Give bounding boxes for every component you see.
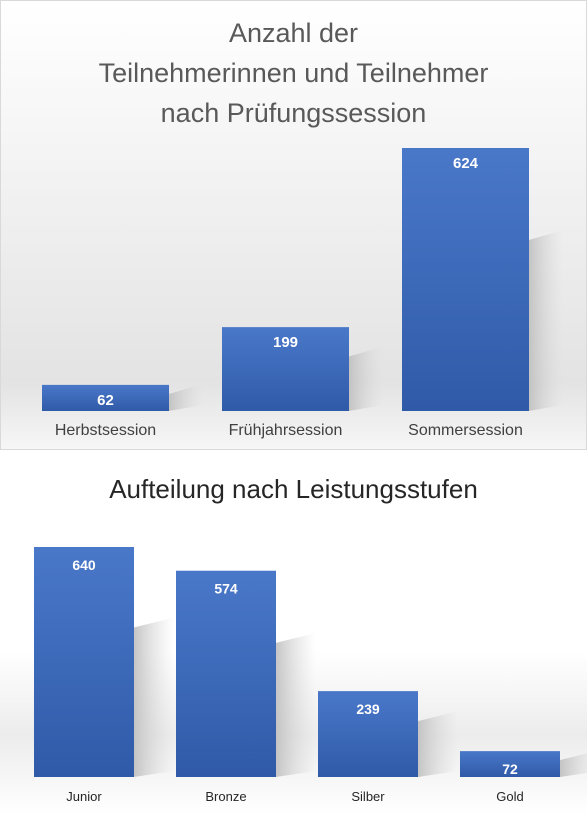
category-label-fr-hjahrsession: Frühjahrsession [229,422,343,439]
category-label-herbstsession: Herbstsession [55,422,156,439]
bar-herbstsession [42,384,169,411]
chart-title-levels: Aufteilung nach Leistungsstufen [109,474,478,504]
bar-shadow [560,753,587,777]
data-label-herbstsession: 62 [97,392,114,409]
bar-bronze [176,570,276,777]
bar-shadow [276,632,316,777]
bar-silber [318,691,418,777]
bar-shadow [169,384,203,411]
chart-sessions: 62 Herbstsession 199 Frühjahrsession 624 Somm… [42,148,563,439]
category-label-bronze: Bronze [205,789,246,804]
category-label-gold: Gold [496,789,523,804]
chart-levels: 640 Junior 574 Bronze 239 Silber 72 Gold [34,547,587,804]
bar-gold [460,751,560,777]
data-label-fr-hjahrsession: 199 [273,334,298,351]
category-label-silber: Silber [351,789,385,804]
data-label-sommersession: 624 [453,155,479,172]
category-label-junior: Junior [66,789,102,804]
data-label-silber: 239 [356,701,380,717]
bar-shadow [418,711,458,777]
bar-junior [34,547,134,777]
bar-fr-hjahrsession [222,327,349,411]
chart-panel-sessions: Anzahl der Teilnehmerinnen und Teilnehme… [0,0,587,450]
bar-shadow [529,230,563,411]
bar-shadow [349,346,383,411]
category-label-sommersession: Sommersession [408,422,523,439]
data-label-gold: 72 [502,761,518,777]
chart-panel-levels: Aufteilung nach Leistungsstufen 640 Junio… [0,455,587,814]
chart-title-sessions: Anzahl der Teilnehmerinnen und Teilnehme… [98,18,489,128]
data-label-bronze: 574 [214,581,238,597]
data-label-junior: 640 [72,557,96,573]
bar-sommersession [402,148,529,411]
bar-shadow [134,617,174,777]
